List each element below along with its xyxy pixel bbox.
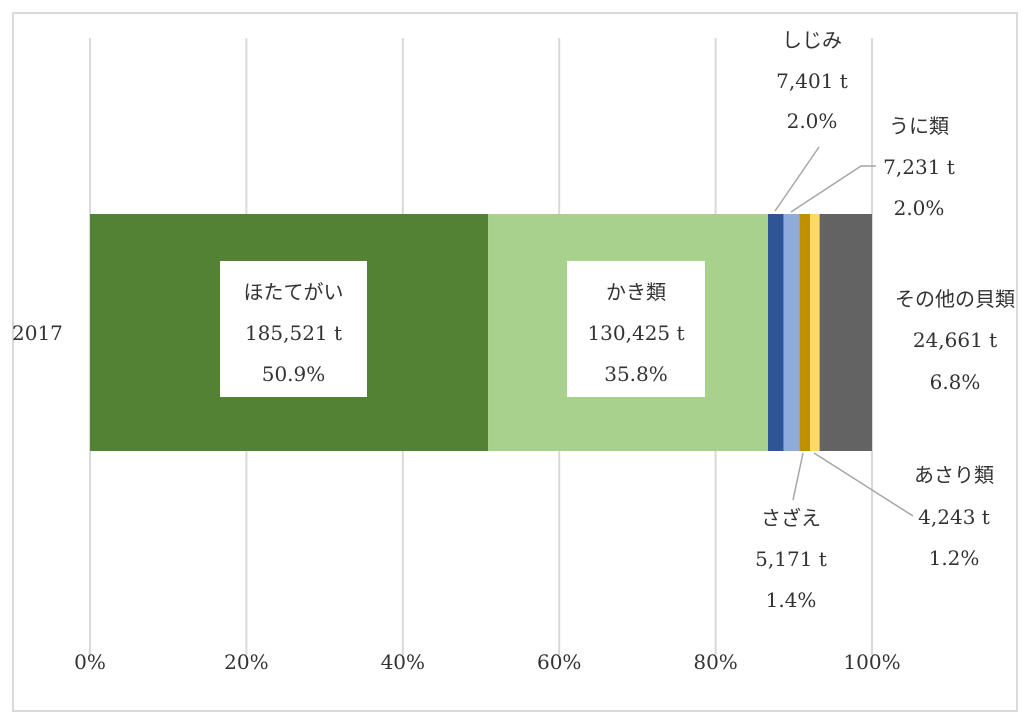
leader-line <box>792 452 804 501</box>
series-name-label: かき類 <box>606 280 666 304</box>
value-label: 5,171 t <box>755 547 827 571</box>
x-tick-label: 60% <box>537 650 581 674</box>
percent-label: 6.8% <box>930 370 981 394</box>
x-tick-label: 20% <box>224 650 268 674</box>
bar-segment <box>819 214 872 451</box>
series-name-label: しじみ <box>782 28 842 52</box>
percent-label: 1.4% <box>766 588 817 612</box>
data-label-box <box>567 261 705 397</box>
percent-label: 1.2% <box>929 546 980 570</box>
stacked-bar-chart: 0% 20% 40% 60% 80% 100% 2017 ほたてがい 185,521 t 50.9… <box>12 28 1015 674</box>
percent-label: 2.0% <box>787 109 838 133</box>
leader-line <box>790 165 876 213</box>
x-tick-label: 100% <box>843 650 900 674</box>
value-label: 7,401 t <box>776 69 848 93</box>
series-name-label: その他の貝類 <box>895 287 1015 311</box>
series-name-label: あさり類 <box>914 463 994 487</box>
x-tick-label: 40% <box>381 650 425 674</box>
bar-segment <box>767 214 784 451</box>
value-label: 130,425 t <box>587 321 684 345</box>
value-label: 4,243 t <box>918 505 990 529</box>
category-label: 2017 <box>12 321 63 345</box>
value-label: 185,521 t <box>245 321 342 345</box>
x-tick-label: 0% <box>74 650 106 674</box>
percent-label: 50.9% <box>262 362 326 386</box>
series-name-label: ほたてがい <box>244 280 344 304</box>
leader-line <box>774 146 820 212</box>
series-name-label: さざえ <box>761 506 821 530</box>
data-label-box <box>220 261 367 397</box>
percent-label: 2.0% <box>894 196 945 220</box>
value-label: 24,661 t <box>913 328 997 352</box>
percent-label: 35.8% <box>604 362 668 386</box>
bar-segment <box>783 214 800 451</box>
value-label: 7,231 t <box>883 155 955 179</box>
bar-segment <box>799 214 811 451</box>
leader-line <box>813 452 914 517</box>
bar-segment <box>810 214 820 451</box>
x-tick-label: 80% <box>693 650 737 674</box>
series-name-label: うに類 <box>889 114 949 138</box>
